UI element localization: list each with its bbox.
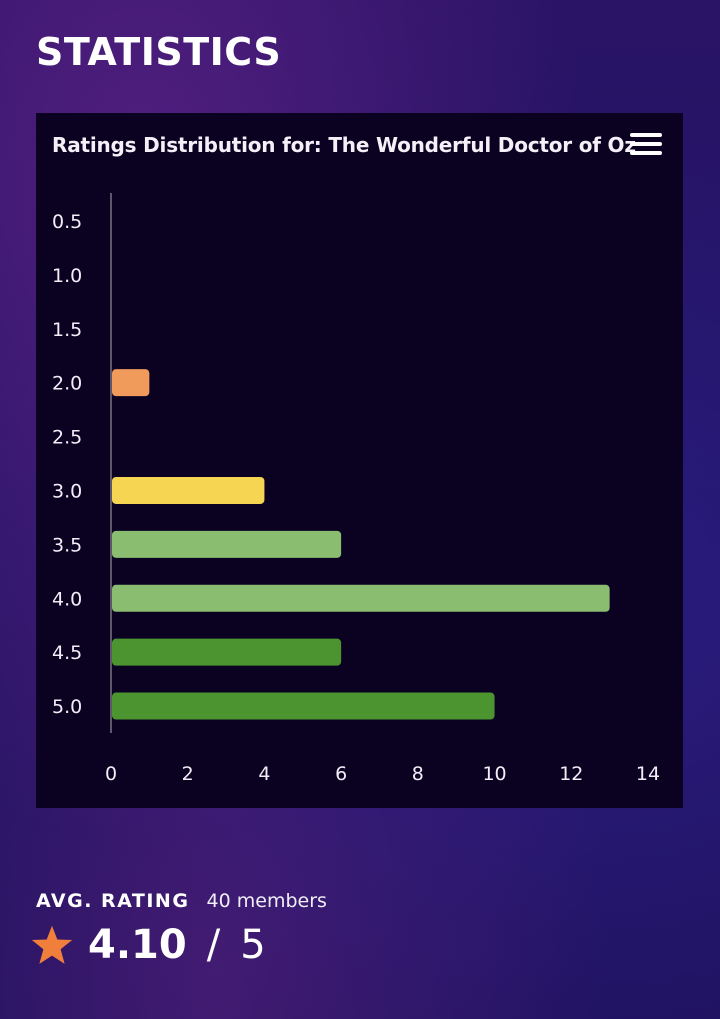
y-tick-label: 2.5 (52, 427, 82, 449)
rating-separator: / (206, 922, 221, 968)
x-tick-label: 12 (559, 763, 583, 785)
x-tick-label: 14 (636, 763, 660, 785)
average-rating-value: 4.10 (88, 922, 187, 968)
members-count: 40 members (206, 890, 327, 912)
y-tick-label: 3.0 (52, 480, 82, 502)
bar (112, 369, 150, 397)
x-tick-label: 4 (258, 763, 270, 785)
y-tick-label: 0.5 (52, 211, 82, 233)
y-tick-label: 1.5 (52, 319, 82, 341)
page-title: STATISTICS (36, 30, 282, 74)
rating-summary: 4.10 / 5 (30, 922, 266, 968)
y-tick-label: 5.0 (52, 696, 82, 718)
bar (112, 638, 342, 666)
x-tick-label: 0 (105, 763, 117, 785)
avg-rating-label: AVG. RATING (36, 890, 190, 912)
hamburger-menu-icon[interactable] (630, 133, 662, 159)
bar (112, 692, 495, 720)
x-tick-label: 2 (182, 763, 194, 785)
bar (112, 584, 610, 612)
chart-plot-area: 0.5 1.0 1.5 2.0 2.5 3.0 3.5 4.0 4.5 5.0 0 2 4 6 8 10 12 1… (52, 193, 660, 785)
rating-max: 5 (240, 922, 266, 968)
y-tick-label: 1.0 (52, 265, 82, 287)
bar (112, 476, 265, 504)
chart-title: Ratings Distribution for: The Wonderful … (52, 133, 636, 157)
y-tick-label: 2.0 (52, 373, 82, 395)
y-tick-label: 4.5 (52, 642, 82, 664)
x-tick-label: 6 (335, 763, 347, 785)
y-tick-label: 4.0 (52, 588, 82, 610)
bar (112, 530, 342, 558)
y-tick-label: 3.5 (52, 534, 82, 556)
rating-summary-labels: AVG. RATING 40 members (36, 890, 327, 912)
x-tick-label: 10 (482, 763, 506, 785)
x-tick-label: 8 (412, 763, 424, 785)
star-icon (31, 925, 73, 964)
ratings-chart: Ratings Distribution for: The Wonderful … (36, 113, 683, 808)
